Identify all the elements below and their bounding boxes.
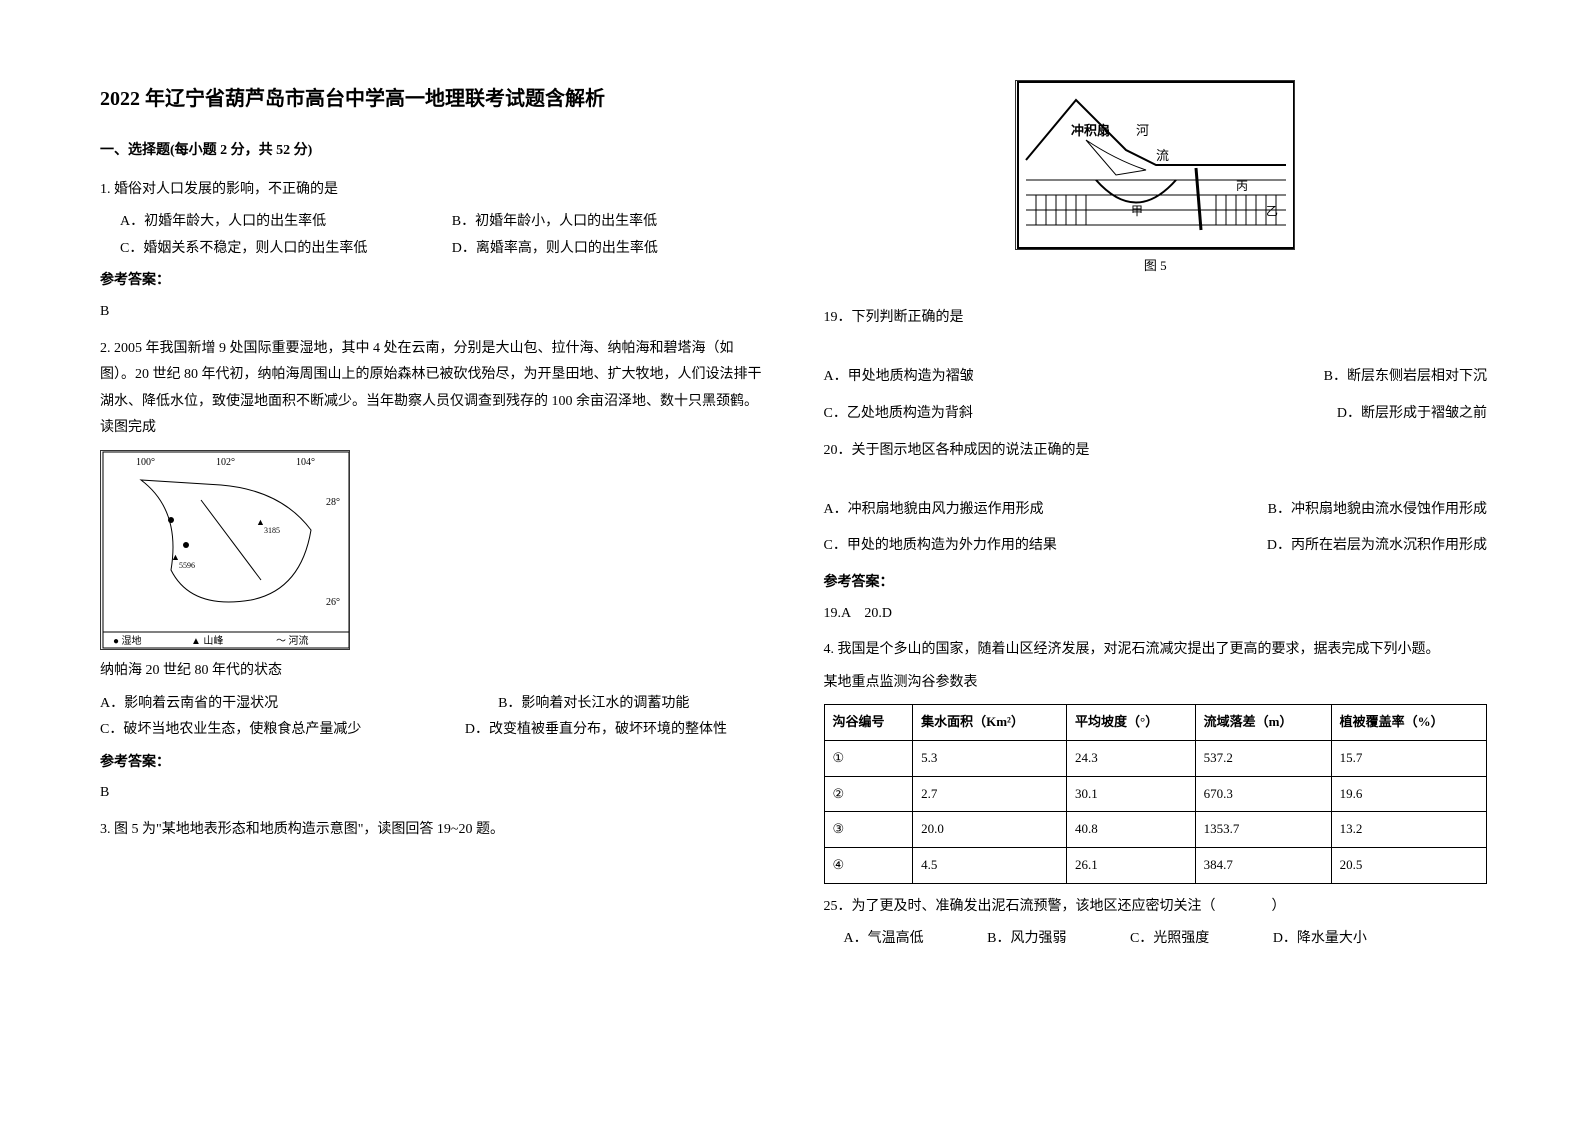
q25-option-a: A．气温高低	[824, 926, 924, 953]
document-title: 2022 年辽宁省葫芦岛市高台中学高一地理联考试题含解析	[100, 80, 764, 118]
q19-option-c: C．乙处地质构造为背斜	[824, 401, 973, 428]
q2-answer: B	[100, 780, 764, 807]
q3-stem: 3. 图 5 为"某地地表形态和地质构造示意图"，读图回答 19~20 题。	[100, 817, 764, 844]
svg-text:甲: 甲	[1131, 204, 1143, 218]
table-cell: 24.3	[1067, 741, 1196, 777]
col-cover: 植被覆盖率（%）	[1331, 705, 1486, 741]
table-cell: 4.5	[913, 848, 1067, 884]
question-19: 19．下列判断正确的是 A．甲处地质构造为褶皱 B．断层东侧岩层相对下沉 C．乙…	[824, 305, 1488, 427]
table-cell: 26.1	[1067, 848, 1196, 884]
table-cell: 5.3	[913, 741, 1067, 777]
q2-option-b: B．影响着对长江水的调蓄功能	[498, 691, 763, 718]
col-slope: 平均坡度（°）	[1067, 705, 1196, 741]
q19-stem: 19．下列判断正确的是	[824, 305, 1488, 332]
svg-text:3185: 3185	[264, 526, 280, 535]
q1-option-a: A．初婚年龄大，人口的出生率低	[100, 209, 432, 236]
q2-sub-stem: 纳帕海 20 世纪 80 年代的状态	[100, 658, 764, 685]
figure-5-caption: 图 5	[824, 254, 1488, 279]
figure-5-wrapper: 冲积扇 河 流 丙 乙	[824, 80, 1488, 279]
q1-answer: B	[100, 299, 764, 326]
q1-stem: 1. 婚俗对人口发展的影响，不正确的是	[100, 177, 764, 204]
q20-option-b: B．冲积扇地貌由流水侵蚀作用形成	[1268, 497, 1487, 524]
table-cell: 2.7	[913, 776, 1067, 812]
svg-text:28°: 28°	[326, 497, 340, 508]
svg-text:河: 河	[1136, 123, 1149, 138]
q20-answer-label: 参考答案：	[824, 570, 1488, 597]
table-cell: 15.7	[1331, 741, 1486, 777]
table-cell: ②	[824, 776, 913, 812]
q20-option-c: C．甲处的地质构造为外力作用的结果	[824, 533, 1057, 560]
table-row: ③20.040.81353.713.2	[824, 812, 1487, 848]
geology-svg: 冲积扇 河 流 丙 乙	[1016, 80, 1294, 250]
svg-text:流: 流	[1156, 148, 1169, 163]
q19-option-b: B．断层东侧岩层相对下沉	[1324, 364, 1487, 391]
q25-option-d: D．降水量大小	[1253, 926, 1367, 953]
table-cell: 20.5	[1331, 848, 1486, 884]
legend-peak: ▲ 山峰	[191, 635, 223, 647]
table-cell: 670.3	[1195, 776, 1331, 812]
table-cell: 30.1	[1067, 776, 1196, 812]
question-1: 1. 婚俗对人口发展的影响，不正确的是 A．初婚年龄大，人口的出生率低 B．初婚…	[100, 177, 764, 326]
question-20: 20．关于图示地区各种成因的说法正确的是 A．冲积扇地貌由风力搬运作用形成 B．…	[824, 438, 1488, 628]
table-row: ②2.730.1670.319.6	[824, 776, 1487, 812]
table-cell: ①	[824, 741, 913, 777]
table-cell: 1353.7	[1195, 812, 1331, 848]
svg-text:冲积扇: 冲积扇	[1071, 123, 1110, 138]
svg-text:丙: 丙	[1236, 179, 1248, 193]
q2-option-a: A．影响着云南省的干湿状况	[100, 691, 498, 718]
q1-option-c: C．婚姻关系不稳定，则人口的出生率低	[100, 236, 432, 263]
table-row: ④4.526.1384.720.5	[824, 848, 1487, 884]
question-2: 2. 2005 年我国新增 9 处国际重要湿地，其中 4 处在云南，分别是大山包…	[100, 336, 764, 807]
q25-option-b: B．风力强弱	[967, 926, 1066, 953]
q4-stem: 4. 我国是个多山的国家，随着山区经济发展，对泥石流减灾提出了更高的要求，据表完…	[824, 637, 1488, 664]
svg-text:100°: 100°	[136, 457, 155, 468]
q25-stem: 25．为了更及时、准确发出泥石流预警，该地区还应密切关注（ ）	[824, 894, 1488, 921]
table-cell: ③	[824, 812, 913, 848]
geology-figure: 冲积扇 河 流 丙 乙	[1015, 80, 1295, 250]
legend-wetland: ● 湿地	[113, 634, 142, 647]
q1-option-d: D．离婚率高，则人口的出生率低	[432, 236, 764, 263]
table-cell: 384.7	[1195, 848, 1331, 884]
table-header-row: 沟谷编号 集水面积（Km²） 平均坡度（°） 流域落差（m） 植被覆盖率（%）	[824, 705, 1487, 741]
q20-option-d: D．丙所在岩层为流水沉积作用形成	[1267, 533, 1487, 560]
q2-map-figure: 100° 102° 104° 28° 26° ▲ 5596 ▲ 3185 ● 湿…	[100, 450, 350, 650]
section-1-header: 一、选择题(每小题 2 分，共 52 分)	[100, 138, 764, 165]
q1-option-b: B．初婚年龄小，人口的出生率低	[432, 209, 764, 236]
table-cell: 537.2	[1195, 741, 1331, 777]
table-cell: 13.2	[1331, 812, 1486, 848]
q20-stem: 20．关于图示地区各种成因的说法正确的是	[824, 438, 1488, 465]
q4-table-title: 某地重点监测沟谷参数表	[824, 670, 1488, 697]
svg-text:102°: 102°	[216, 457, 235, 468]
q25-option-c: C．光照强度	[1110, 926, 1209, 953]
question-3: 3. 图 5 为"某地地表形态和地质构造示意图"，读图回答 19~20 题。	[100, 817, 764, 844]
table-cell: ④	[824, 848, 913, 884]
table-cell: 19.6	[1331, 776, 1486, 812]
svg-text:5596: 5596	[179, 561, 195, 570]
q20-option-a: A．冲积扇地貌由风力搬运作用形成	[824, 497, 1044, 524]
left-column: 2022 年辽宁省葫芦岛市高台中学高一地理联考试题含解析 一、选择题(每小题 2…	[100, 80, 764, 963]
question-4: 4. 我国是个多山的国家，随着山区经济发展，对泥石流减灾提出了更高的要求，据表完…	[824, 637, 1488, 884]
table-cell: 20.0	[913, 812, 1067, 848]
q1-answer-label: 参考答案：	[100, 268, 764, 295]
q19-option-a: A．甲处地质构造为褶皱	[824, 364, 974, 391]
gully-params-table: 沟谷编号 集水面积（Km²） 平均坡度（°） 流域落差（m） 植被覆盖率（%） …	[824, 704, 1488, 883]
legend-river: ～ 河流	[276, 634, 309, 647]
question-25: 25．为了更及时、准确发出泥石流预警，该地区还应密切关注（ ） A．气温高低 B…	[824, 894, 1488, 953]
table-cell: 40.8	[1067, 812, 1196, 848]
col-area: 集水面积（Km²）	[913, 705, 1067, 741]
q2-option-c: C．破坏当地农业生态，使粮食总产量减少	[100, 717, 465, 744]
q2-stem: 2. 2005 年我国新增 9 处国际重要湿地，其中 4 处在云南，分别是大山包…	[100, 336, 764, 442]
q2-option-d: D．改变植被垂直分布，破坏环境的整体性	[465, 717, 764, 744]
page-container: 2022 年辽宁省葫芦岛市高台中学高一地理联考试题含解析 一、选择题(每小题 2…	[100, 80, 1487, 963]
col-id: 沟谷编号	[824, 705, 913, 741]
col-drop: 流域落差（m）	[1195, 705, 1331, 741]
table-row: ①5.324.3537.215.7	[824, 741, 1487, 777]
q2-answer-label: 参考答案：	[100, 750, 764, 777]
q19-option-d: D．断层形成于褶皱之前	[1337, 401, 1487, 428]
q20-answer: 19.A 20.D	[824, 601, 1488, 628]
right-column: 冲积扇 河 流 丙 乙	[824, 80, 1488, 963]
svg-text:104°: 104°	[296, 457, 315, 468]
map-svg: 100° 102° 104° 28° 26° ▲ 5596 ▲ 3185 ● 湿…	[101, 450, 349, 650]
svg-text:26°: 26°	[326, 597, 340, 608]
